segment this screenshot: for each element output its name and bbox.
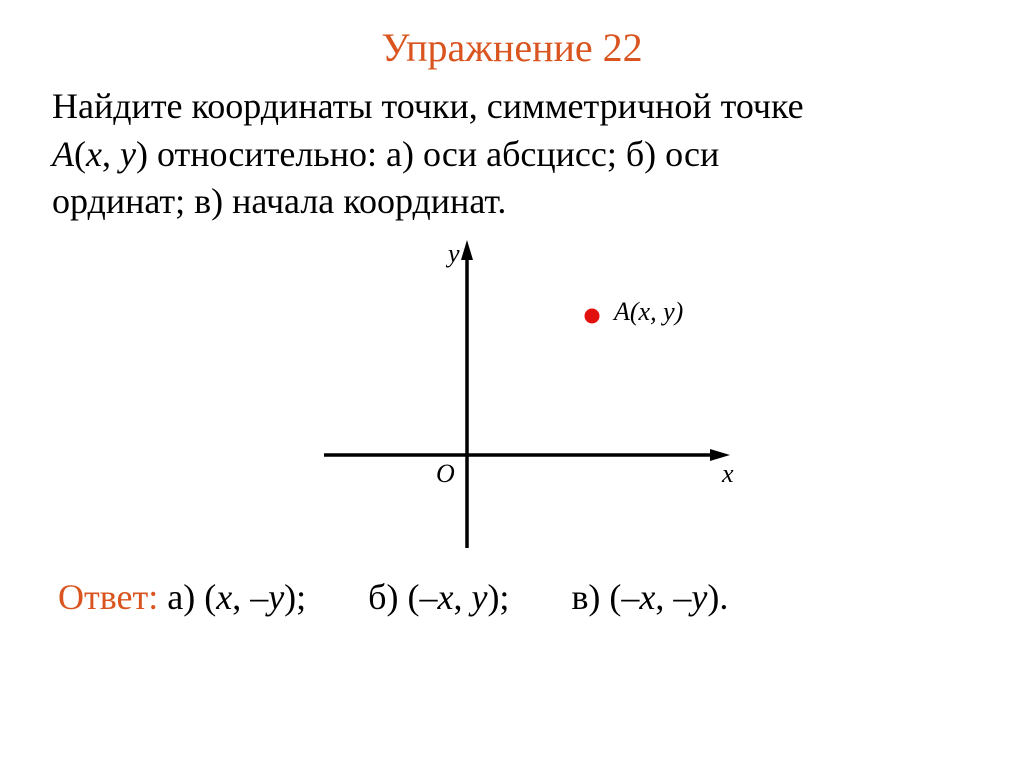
ans-b-prefix: б) (– xyxy=(368,577,437,617)
var-y: y xyxy=(120,134,136,174)
y-axis-arrow-icon xyxy=(461,240,473,260)
ans-c-suffix: ). xyxy=(707,577,728,617)
point-name-A: A xyxy=(52,134,74,174)
problem-line1: Найдите координаты точки, симметричной т… xyxy=(52,86,804,126)
problem-line3: ординат; в) начала координат. xyxy=(52,181,506,221)
ans-a-prefix: а) ( xyxy=(167,577,216,617)
ans-c-y: y xyxy=(691,577,707,617)
ans-b-x: x xyxy=(437,577,453,617)
ans-c-prefix: в) (– xyxy=(571,577,639,617)
point-A xyxy=(585,308,600,323)
ans-a-y: y xyxy=(268,577,284,617)
chart-container: Ox y A(x, y) xyxy=(52,230,972,570)
x-axis-label: x xyxy=(721,459,734,488)
var-x: x xyxy=(86,134,102,174)
answers-block: Ответ: а) (x, –y); б) (–x, y); в) (–x, –… xyxy=(52,576,972,618)
coordinate-plane-diagram: Ox y A(x, y) xyxy=(272,230,752,570)
ans-b-mid: , xyxy=(453,577,471,617)
ans-b-y: y xyxy=(471,577,487,617)
p-open: ( xyxy=(74,134,86,174)
ans-c-mid: , – xyxy=(655,577,691,617)
origin-label: O xyxy=(436,459,455,488)
ans-b-suffix: ); xyxy=(487,577,509,617)
y-axis-label: y xyxy=(445,239,460,268)
page-title: Упражнение 22 xyxy=(52,24,972,71)
answer-label: Ответ: xyxy=(58,577,158,617)
problem-line2-tail: ) относительно: а) оси абсцисс; б) оси xyxy=(136,134,719,174)
ans-a-suffix: ); xyxy=(284,577,306,617)
slide: Упражнение 22 Найдите координаты точки, … xyxy=(0,0,1024,767)
ans-a-x: x xyxy=(216,577,232,617)
point-A-label: A(x, y) xyxy=(612,297,683,326)
p-comma: , xyxy=(102,134,120,174)
ans-a-mid: , – xyxy=(232,577,268,617)
problem-statement: Найдите координаты точки, симметричной т… xyxy=(52,83,972,226)
ans-c-x: x xyxy=(639,577,655,617)
